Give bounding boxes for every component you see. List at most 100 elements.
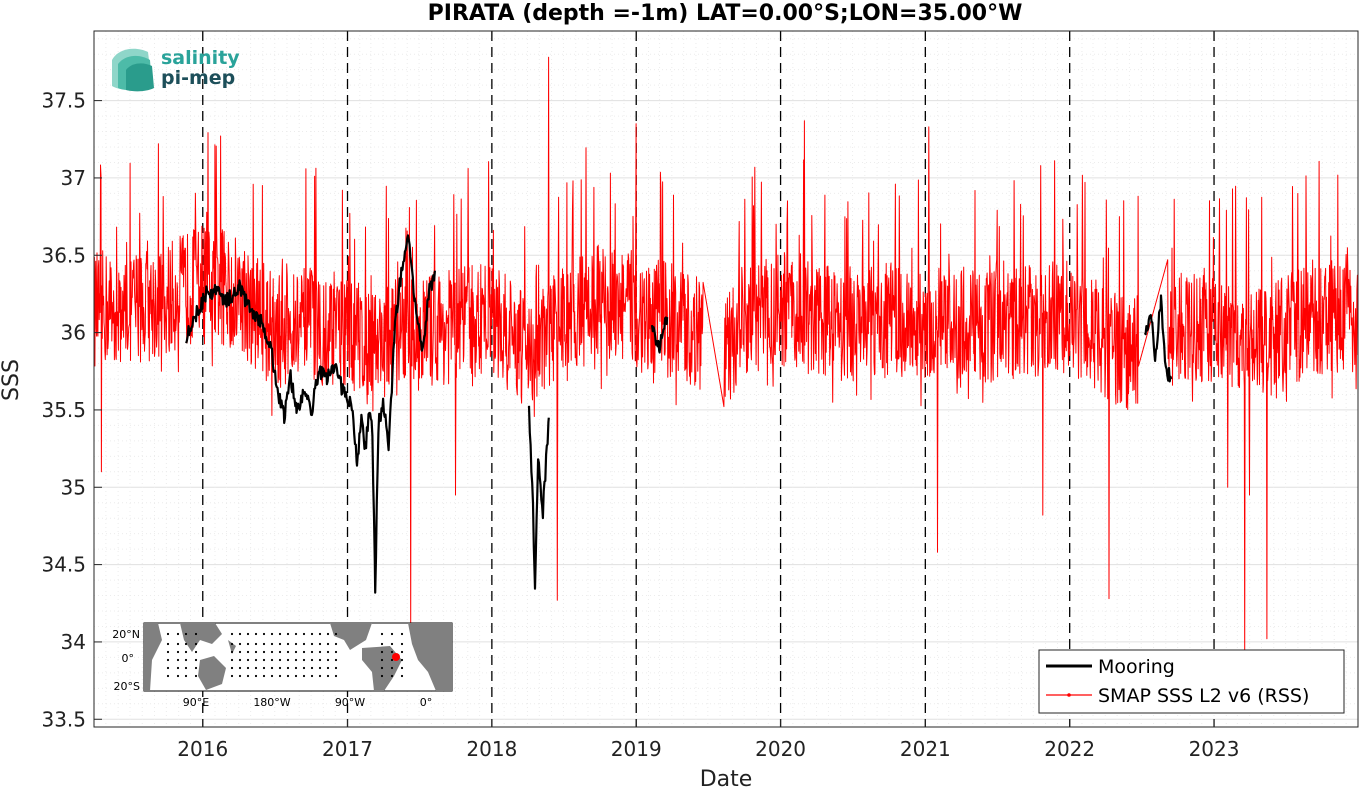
y-tick-label: 37 [61,166,86,190]
inset-lat-label-20s: 20°S [114,680,140,693]
inset-mooring-dot [176,674,180,678]
inset-mooring-dot [270,666,274,670]
inset-mooring-dot [230,674,234,678]
inset-mooring-dot [262,666,266,670]
mooring-line [1143,294,1173,383]
inset-mooring-dot [194,674,198,678]
inset-mooring-dot [318,632,322,636]
inset-mooring-dot [176,658,180,662]
inset-lon-label-0: 0° [420,696,433,709]
inset-mooring-dot [286,642,290,646]
inset-mooring-dot [390,666,394,670]
inset-mooring-dot [184,666,188,670]
inset-mooring-dot [238,632,242,636]
inset-mooring-dot [238,658,242,662]
chart-title: PIRATA (depth =-1m) LAT=0.00°S;LON=35.00… [428,1,1023,26]
inset-mooring-dot [310,632,314,636]
inset-mooring-dot [302,666,306,670]
inset-mooring-dot [310,650,314,654]
inset-mooring-dot [400,642,404,646]
inset-mooring-dot [176,650,180,654]
inset-mooring-dot [270,650,274,654]
inset-mooring-dot [278,658,282,662]
inset-mooring-dot [246,650,250,654]
y-tick-label: 37.5 [41,89,86,113]
inset-mooring-dot [286,674,290,678]
inset-mooring-dot [194,666,198,670]
inset-mooring-dot [318,650,322,654]
legend: Mooring SMAP SSS L2 v6 (RSS) [1038,649,1345,714]
inset-mooring-dot [286,650,290,654]
inset-mooring-dot [262,658,266,662]
inset-lon-label-90e: 90°E [183,696,209,709]
inset-mooring-dot [230,666,234,670]
inset-mooring-dot [166,642,170,646]
inset-mooring-dot [246,666,250,670]
inset-mooring-dot [318,642,322,646]
inset-mooring-dot [302,632,306,636]
inset-mooring-dot [238,642,242,646]
y-tick-label: 34 [61,630,86,654]
legend-smap-marker [1067,693,1071,697]
y-axis-label: SSS [0,359,24,401]
inset-mooring-dot [194,658,198,662]
y-tick-label: 36 [61,321,86,345]
inset-mooring-dot [270,658,274,662]
inset-mooring-dot [326,650,330,654]
inset-mooring-dot [270,674,274,678]
inset-mooring-dot [334,632,338,636]
mooring-line [650,316,669,354]
inset-mooring-dot [310,674,314,678]
inset-mooring-dot [380,650,384,654]
inset-mooring-dot [400,674,404,678]
inset-mooring-dot [326,674,330,678]
inset-mooring-dot [246,642,250,646]
inset-mooring-dot [262,632,266,636]
inset-mooring-dot [166,650,170,654]
y-tick-label: 35.5 [41,398,86,422]
inset-mooring-dot [254,650,258,654]
inset-mooring-dot [326,666,330,670]
inset-mooring-dot [326,658,330,662]
inset-mooring-dot [238,674,242,678]
logo-wave-icon-front [126,63,154,92]
inset-mooring-dot [390,674,394,678]
inset-mooring-dot [326,632,330,636]
legend-smap-label: SMAP SSS L2 v6 (RSS) [1098,685,1309,707]
logo-text-pimep: pi-mep [161,67,235,89]
inset-mooring-dot [278,666,282,670]
salinity-pimep-logo: salinity pi-mep [112,47,240,92]
inset-mooring-dot [246,674,250,678]
inset-mooring-dot [230,650,234,654]
inset-mooring-dot [334,674,338,678]
inset-mooring-dot [294,650,298,654]
inset-mooring-dot [400,632,404,636]
inset-mooring-dot [176,666,180,670]
x-tick-label: 2016 [177,737,228,761]
inset-mooring-dot [390,632,394,636]
inset-mooring-dot [326,642,330,646]
y-tick-label: 34.5 [41,553,86,577]
inset-map: 20°N 0° 20°S 90°E 180°W 90°W 0° [112,622,453,709]
inset-selected-location-marker [392,653,400,661]
inset-mooring-dot [270,632,274,636]
inset-mooring-dot [230,642,234,646]
inset-mooring-dot [184,632,188,636]
inset-mooring-dot [390,642,394,646]
legend-box [1038,649,1345,714]
inset-mooring-dot [278,642,282,646]
x-tick-label: 2019 [611,737,662,761]
inset-mooring-dot [286,666,290,670]
inset-mooring-dot [166,674,170,678]
axis-ticks: 2016 2017 2018 2019 2020 2021 2022 2023 33.5 34 34… [41,89,1239,761]
inset-mooring-dot [400,666,404,670]
mooring-line [527,405,550,590]
inset-mooring-dot [380,674,384,678]
inset-mooring-dot [318,674,322,678]
smap-series [93,56,1359,658]
inset-mooring-dot [278,674,282,678]
inset-mooring-dot [184,642,188,646]
inset-mooring-dots [166,632,404,678]
inset-mooring-dot [302,650,306,654]
